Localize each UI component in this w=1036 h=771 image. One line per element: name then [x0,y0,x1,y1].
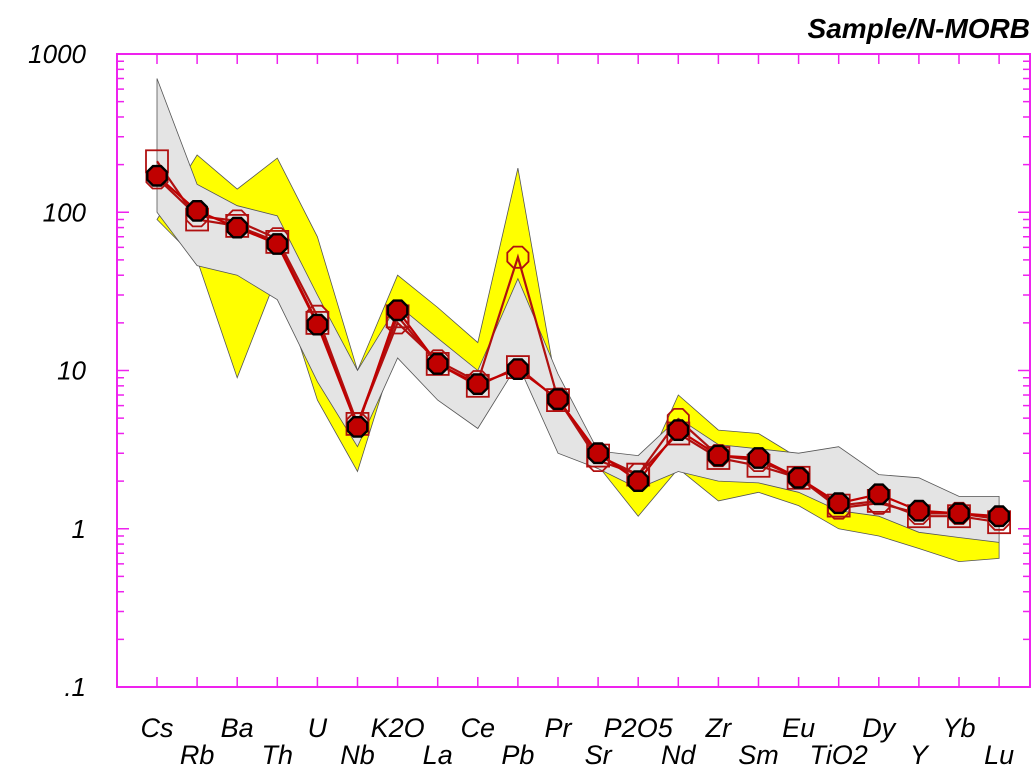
marker-s3-Pr [547,388,569,410]
marker-s3-U [306,313,329,336]
marker-s3-Eu [787,466,810,489]
marker-s3-Sr [587,442,609,465]
y-tick-label: .1 [64,672,86,702]
x-category-label-Th: Th [262,740,294,770]
x-category-label-Nb: Nb [340,740,375,770]
marker-s3-Cs [146,164,168,187]
x-category-label-Ce: Ce [461,713,496,743]
marker-s3-Zr [707,444,730,467]
marker-s3-Ce [466,373,489,395]
marker-s3-Y [908,499,930,522]
x-category-label-Nd: Nd [661,740,696,770]
x-category-label-U: U [308,713,328,743]
marker-s3-Ba [226,216,249,239]
x-category-label-TiO2: TiO2 [810,740,868,770]
x-category-label-Pr: Pr [545,713,573,743]
marker-s2-Pb [506,245,530,269]
y-axis-tick-labels: 1000 100 10 1 .1 [28,39,86,702]
x-category-label-Sr: Sr [585,740,613,770]
x-category-label-Pb: Pb [501,740,534,770]
marker-s3-Pb [507,358,529,380]
y-tick-label: 100 [43,197,87,227]
x-category-label-Zr: Zr [705,713,732,743]
marker-s3-Nb [346,416,369,438]
x-category-label-Cs: Cs [141,713,174,743]
x-category-label-Dy: Dy [862,713,896,743]
marker-s3-P2O5 [627,470,650,492]
x-category-label-P2O5: P2O5 [604,713,674,743]
marker-s3-La [426,353,449,375]
x-category-label-Lu: Lu [984,740,1014,770]
plot-frame [116,53,1031,688]
marker-s3-Yb [948,502,970,525]
marker-s3-TiO2 [827,492,850,515]
y-tick-label: 1 [72,514,86,544]
envelope-band-2 [156,78,1000,543]
y-tick-label: 1000 [28,39,86,69]
plot-border [116,53,1031,688]
marker-s3-Nd [667,419,690,441]
x-category-label-K2O: K2O [371,713,425,743]
x-category-label-Sm: Sm [738,740,779,770]
y-tick-label: 10 [57,356,86,386]
series-markers [145,149,1011,535]
marker-s3-K2O [386,299,409,322]
x-category-label-Ba: Ba [221,713,254,743]
x-category-label-La: La [423,740,453,770]
marker-s3-Sm [747,447,770,469]
marker-s3-Lu [988,505,1010,528]
marker-s3-Rb [186,199,209,222]
x-category-label-Rb: Rb [180,740,215,770]
x-category-label-Yb: Yb [942,713,975,743]
x-category-label-Y: Y [910,740,930,770]
series-line-2 [156,177,1000,521]
marker-s3-Dy [867,483,890,506]
x-category-label-Eu: Eu [782,713,815,743]
series-lines [156,160,1000,524]
chart-title: Sample/N-MORB [808,13,1030,44]
marker-s3-Th [266,233,289,255]
series-line-3 [156,174,1000,518]
